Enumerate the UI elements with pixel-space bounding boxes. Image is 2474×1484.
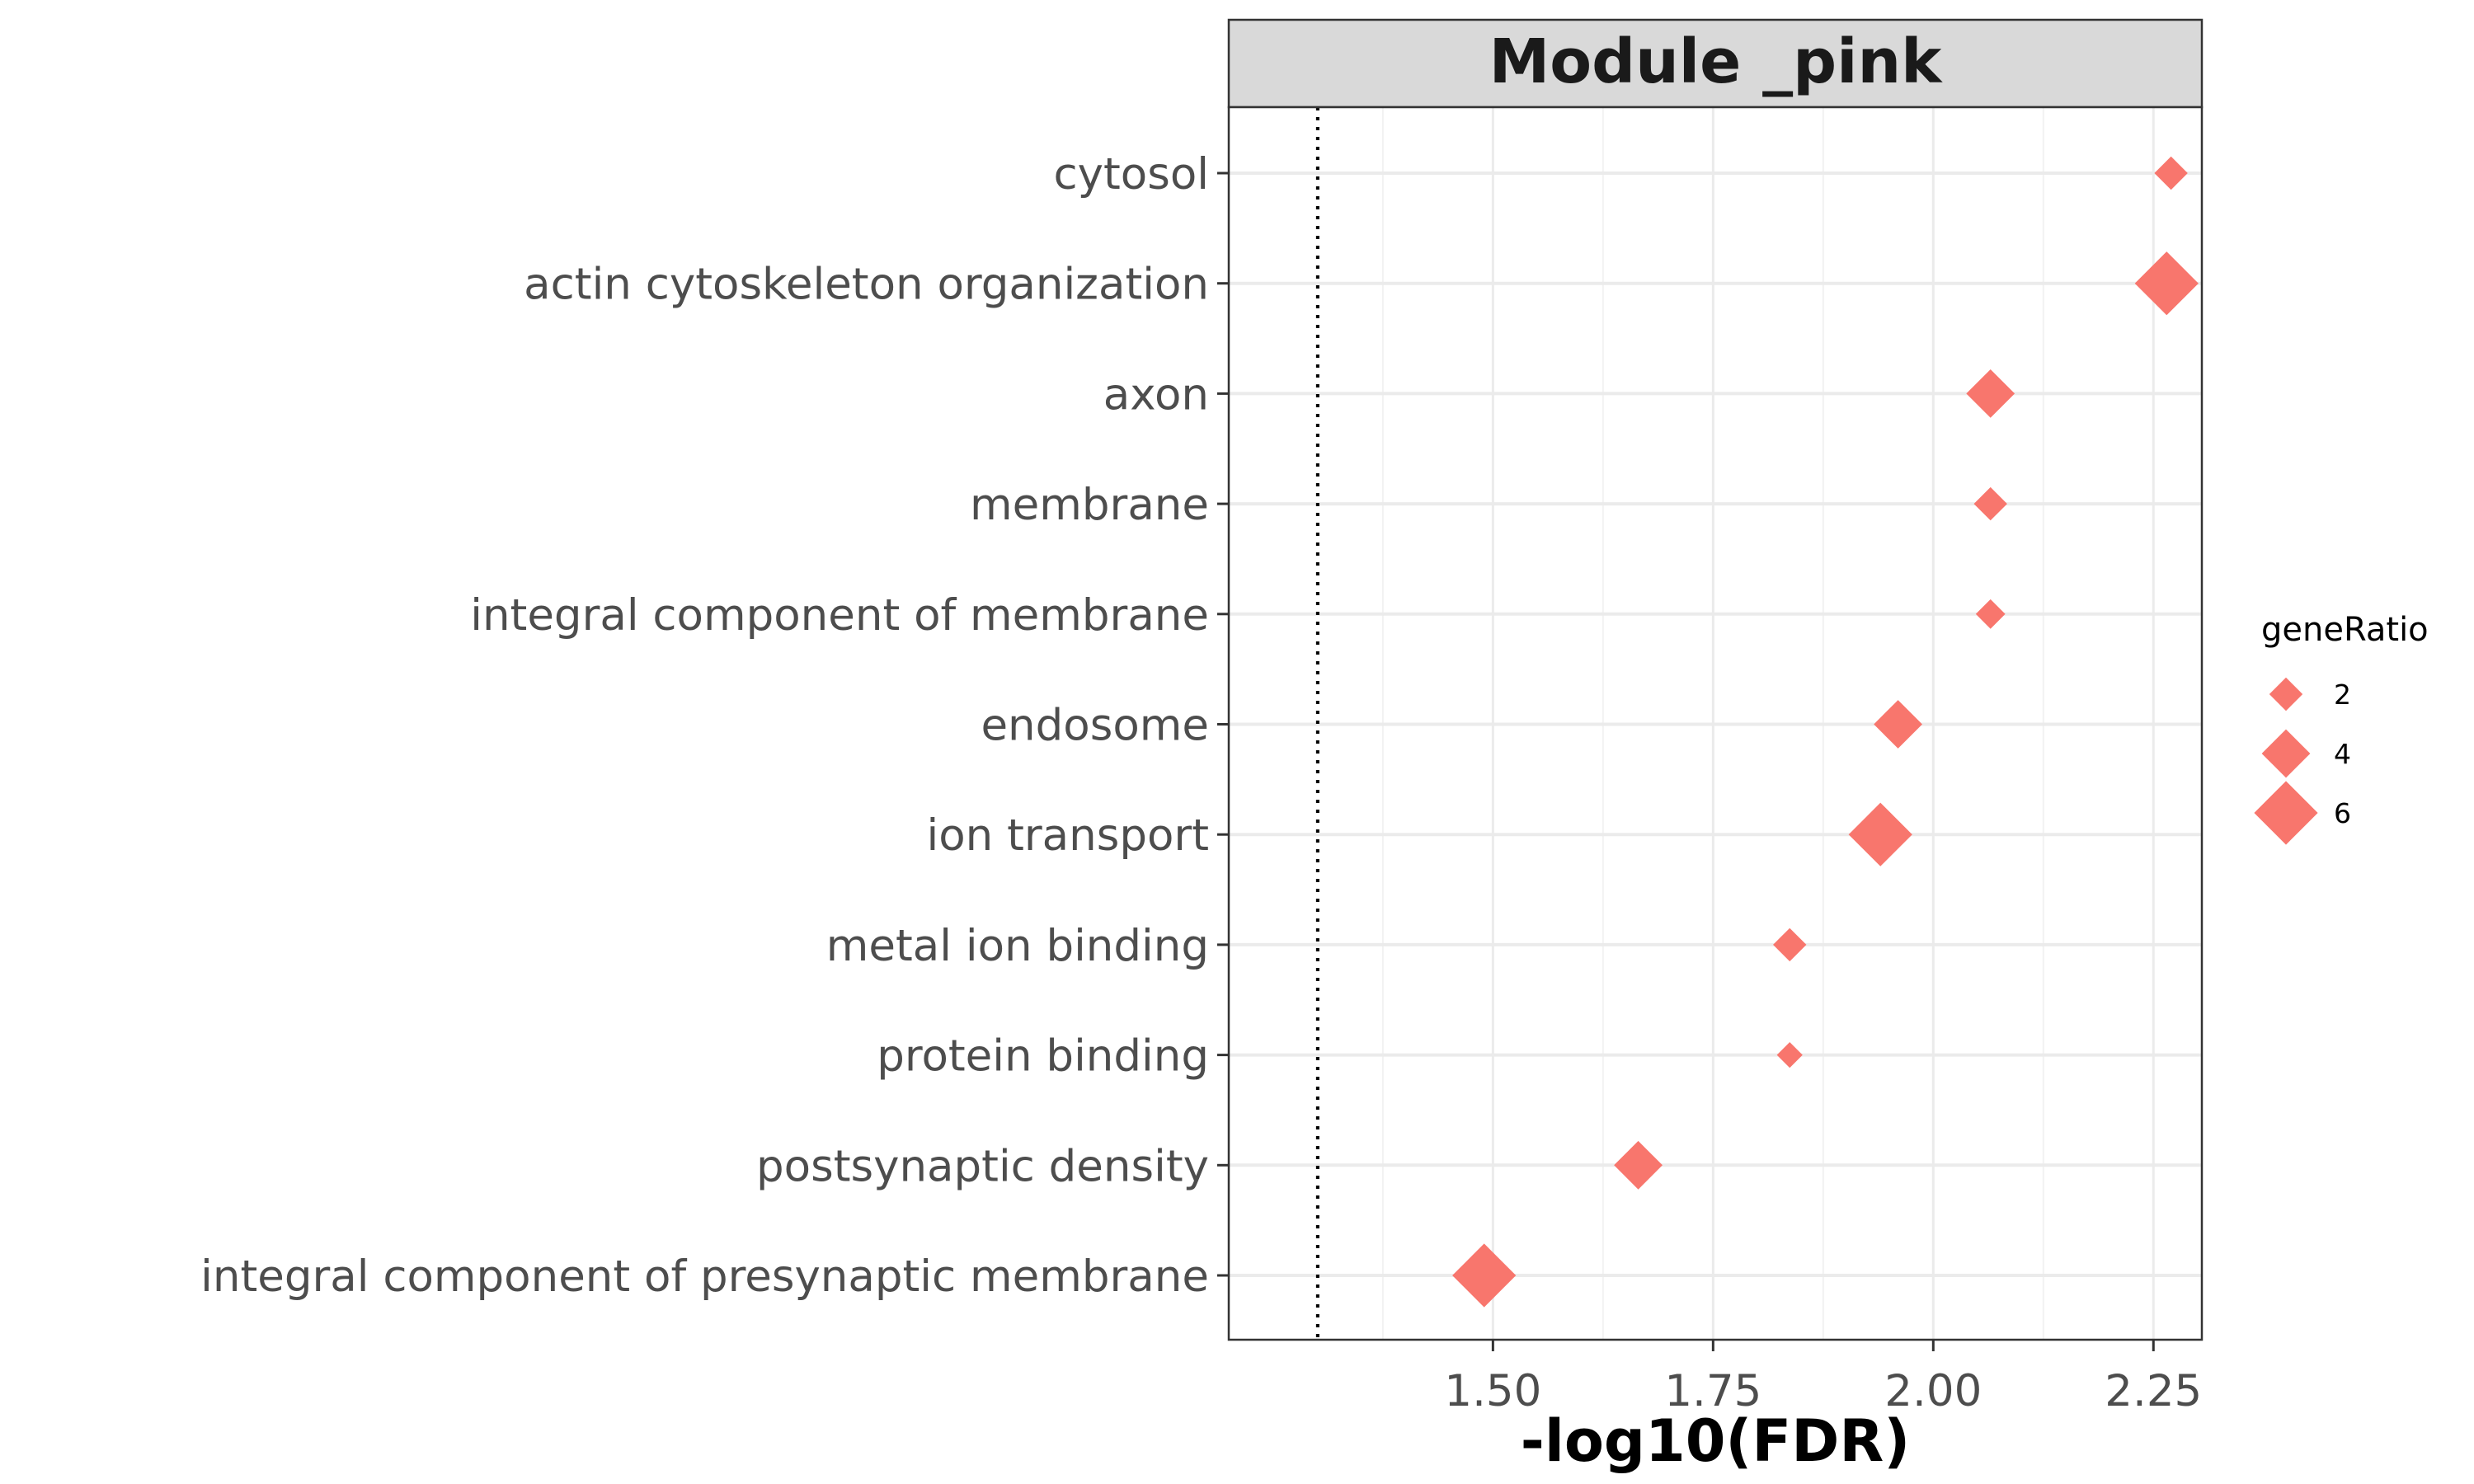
- x-axis: 1.50 1.75 2.00 2.25: [1444, 1340, 2202, 1416]
- legend-key: [2254, 781, 2318, 845]
- y-tick-label: integral component of membrane: [470, 590, 1209, 641]
- legend-key: [2269, 677, 2303, 711]
- chart-title: Module _pink: [1489, 26, 1943, 97]
- major-gridlines-y: [1229, 171, 2202, 1277]
- data-point: [1966, 369, 2015, 418]
- y-tick-label: endosome: [981, 701, 1209, 751]
- y-tick-label: ion transport: [927, 810, 1209, 861]
- y-tick-label: integral component of presynaptic membra…: [200, 1252, 1209, 1302]
- legend-entries: 2 4 6: [2254, 677, 2351, 845]
- y-axis: cytosol actin cytoskeleton organization ax…: [200, 149, 1229, 1302]
- data-point: [1452, 1243, 1517, 1308]
- x-tick-label: 2.25: [2105, 1366, 2202, 1416]
- legend: geneRatio 2 4 6: [2254, 611, 2429, 845]
- legend-label: 4: [2334, 738, 2351, 770]
- y-tick-label: protein binding: [877, 1031, 1209, 1082]
- y-tick-label: cytosol: [1054, 149, 1209, 200]
- data-point: [2154, 156, 2188, 190]
- data-point: [2134, 251, 2199, 316]
- data-point: [1973, 486, 2007, 521]
- facet-strip: Module _pink: [1227, 18, 2204, 109]
- data-point: [1848, 802, 1912, 866]
- x-tick-label: 2.00: [1884, 1366, 1982, 1416]
- data-points: [1452, 156, 2199, 1308]
- y-tick-label: axon: [1103, 369, 1209, 420]
- plot-panel: [1227, 106, 2204, 1341]
- y-tick-label: metal ion binding: [826, 921, 1209, 971]
- data-point: [1773, 928, 1807, 962]
- data-point: [1975, 599, 2006, 629]
- x-tick-label: 1.75: [1664, 1366, 1761, 1416]
- y-tick-label: membrane: [970, 480, 1209, 530]
- y-tick-label: postsynaptic density: [756, 1141, 1209, 1191]
- data-point: [1874, 700, 1922, 749]
- x-tick-label: 1.50: [1444, 1366, 1541, 1416]
- y-tick-label: actin cytoskeleton organization: [524, 260, 1209, 310]
- data-point: [1776, 1042, 1803, 1068]
- legend-label: 2: [2334, 679, 2351, 711]
- data-point: [1614, 1140, 1663, 1190]
- facet-strip-background: [1227, 18, 2204, 109]
- x-axis-title: -log10(FDR): [1521, 1407, 1910, 1475]
- legend-label: 6: [2334, 797, 2351, 829]
- legend-key: [2261, 729, 2311, 778]
- legend-title: geneRatio: [2261, 611, 2429, 649]
